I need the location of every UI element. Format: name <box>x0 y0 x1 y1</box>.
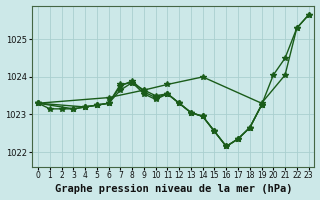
X-axis label: Graphe pression niveau de la mer (hPa): Graphe pression niveau de la mer (hPa) <box>55 184 292 194</box>
